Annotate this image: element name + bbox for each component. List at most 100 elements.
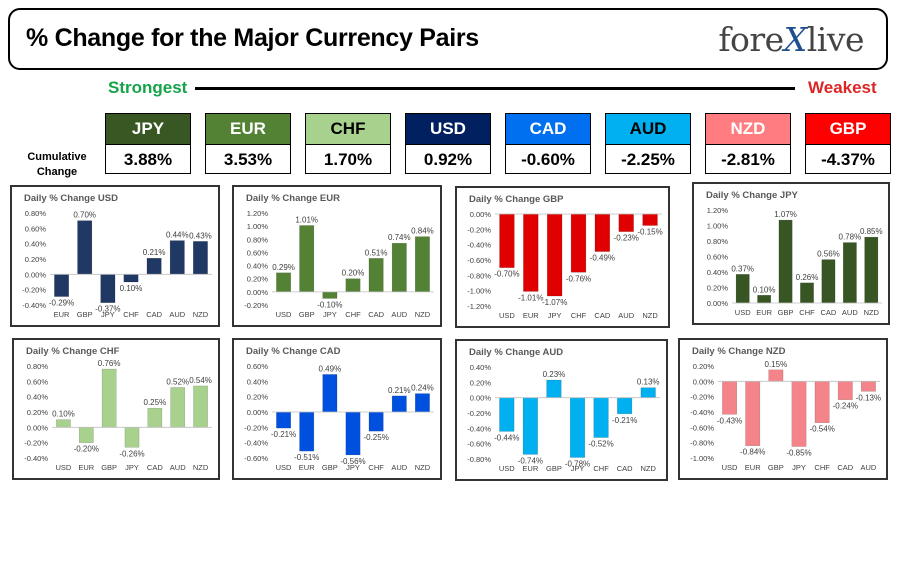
y-tick-label: -0.40%	[24, 454, 48, 463]
chart-title: Daily % Change CHF	[26, 346, 120, 357]
y-tick-label: -1.20%	[467, 302, 491, 311]
data-label: -0.52%	[588, 440, 613, 449]
bar-cad	[821, 259, 836, 304]
bar-cad	[594, 213, 611, 252]
currency-code: CHF	[306, 114, 390, 145]
bar-usd	[722, 381, 737, 415]
chart-title: Daily % Change USD	[24, 193, 118, 204]
x-category-label: EUR	[78, 463, 94, 472]
data-label: 0.44%	[166, 231, 189, 240]
data-label: 0.52%	[166, 377, 189, 386]
cumulative-change-value: -4.37%	[821, 149, 875, 169]
data-label: 0.74%	[388, 233, 411, 242]
y-tick-label: 0.00%	[247, 288, 269, 297]
y-tick-label: 0.00%	[25, 270, 47, 279]
bar-gbp	[546, 379, 562, 398]
x-category-label: EUR	[299, 463, 315, 472]
y-tick-label: -0.80%	[467, 455, 491, 464]
bar-nzd	[640, 387, 656, 398]
bar-nzd	[415, 236, 430, 293]
y-tick-label: 0.60%	[27, 377, 49, 386]
bar-gbp	[101, 368, 117, 428]
cumulative-change-value: 1.70%	[323, 149, 373, 169]
y-tick-label: 0.20%	[707, 284, 729, 293]
x-category-label: USD	[56, 463, 72, 472]
y-tick-label: 0.00%	[27, 423, 49, 432]
y-tick-label: 0.40%	[25, 240, 47, 249]
chart-title: Daily % Change EUR	[246, 193, 340, 204]
data-label: -0.24%	[833, 402, 858, 411]
currency-box-gbp: GBP -4.37%	[805, 113, 891, 174]
bar-jpy	[791, 381, 807, 447]
chart-title: Daily % Change GBP	[469, 194, 564, 205]
chart-panel-usd: Daily % Change USD -0.40% -0.20% 0.00% 0.20%…	[10, 185, 220, 327]
data-label: -0.13%	[856, 393, 881, 402]
y-tick-label: 0.20%	[247, 275, 269, 284]
data-label: -0.20%	[74, 445, 99, 454]
x-category-label: CHF	[123, 310, 139, 319]
currency-code: NZD	[706, 114, 790, 145]
x-category-label: CAD	[594, 311, 610, 320]
x-category-label: CHF	[571, 311, 587, 320]
x-category-label: AUD	[170, 463, 186, 472]
bar-gbp	[322, 374, 338, 413]
data-label: -0.85%	[786, 449, 811, 458]
data-label: -0.51%	[294, 453, 319, 462]
x-category-label: NZD	[642, 311, 658, 320]
x-category-label: GBP	[322, 463, 338, 472]
y-tick-label: -0.80%	[467, 271, 491, 280]
cumulative-change-value: -2.25%	[621, 149, 675, 169]
chart-title: Daily % Change JPY	[706, 190, 799, 201]
y-tick-label: 0.40%	[707, 268, 729, 277]
cumulative-change-value: -2.81%	[721, 149, 775, 169]
bar-jpy	[345, 411, 361, 456]
y-tick-label: -0.20%	[244, 301, 268, 310]
cumulative-label-line2: Change	[36, 166, 78, 178]
data-label: 0.43%	[189, 231, 212, 240]
weakest-label: Weakest	[808, 78, 877, 97]
data-label: -0.25%	[363, 433, 388, 442]
x-category-label: GBP	[101, 463, 117, 472]
x-category-label: NZD	[641, 464, 657, 473]
data-label: 0.25%	[144, 398, 167, 407]
x-category-label: JPY	[548, 311, 562, 320]
data-label: 0.76%	[98, 359, 121, 368]
bar-cad	[368, 258, 384, 293]
data-label: -0.76%	[566, 274, 591, 283]
bar-eur	[299, 411, 315, 452]
x-category-label: CAD	[147, 463, 163, 472]
data-label: -0.74%	[518, 456, 543, 465]
y-tick-label: -0.60%	[690, 423, 714, 432]
data-label: -0.10%	[317, 300, 342, 309]
bar-eur	[523, 213, 539, 292]
x-category-label: CAD	[821, 308, 837, 317]
logo-x: X	[783, 20, 808, 59]
currency-code: GBP	[806, 114, 890, 145]
bar-chf	[345, 278, 361, 293]
data-label: -0.43%	[717, 416, 742, 425]
x-category-label: JPY	[101, 310, 115, 319]
x-category-label: EUR	[756, 308, 772, 317]
bar-aud	[842, 242, 857, 304]
currency-box-aud: AUD -2.25%	[605, 113, 691, 174]
y-tick-label: 0.40%	[247, 262, 269, 271]
data-label: -0.23%	[614, 234, 639, 243]
y-tick-label: 0.40%	[247, 377, 269, 386]
x-category-label: NZD	[415, 463, 431, 472]
y-tick-label: 1.00%	[707, 222, 729, 231]
forexlive-logo: foreXlive	[718, 20, 864, 59]
bar-usd	[499, 397, 515, 432]
x-category-label: EUR	[54, 310, 70, 319]
bar-jpy	[569, 397, 586, 458]
chart-svg-usd: Daily % Change USD -0.40% -0.20% 0.00% 0.20%…	[22, 193, 212, 319]
y-tick-label: 0.20%	[693, 362, 715, 371]
data-label: 0.54%	[189, 376, 212, 385]
y-tick-label: -0.20%	[244, 423, 268, 432]
data-label: -0.21%	[612, 416, 637, 425]
bar-cad	[146, 257, 162, 275]
bar-jpy	[100, 274, 116, 303]
currency-box-eur: EUR 3.53%	[205, 113, 291, 174]
data-label: -0.78%	[565, 459, 590, 468]
x-category-label: CAD	[368, 310, 384, 319]
y-tick-label: -0.40%	[467, 424, 491, 433]
